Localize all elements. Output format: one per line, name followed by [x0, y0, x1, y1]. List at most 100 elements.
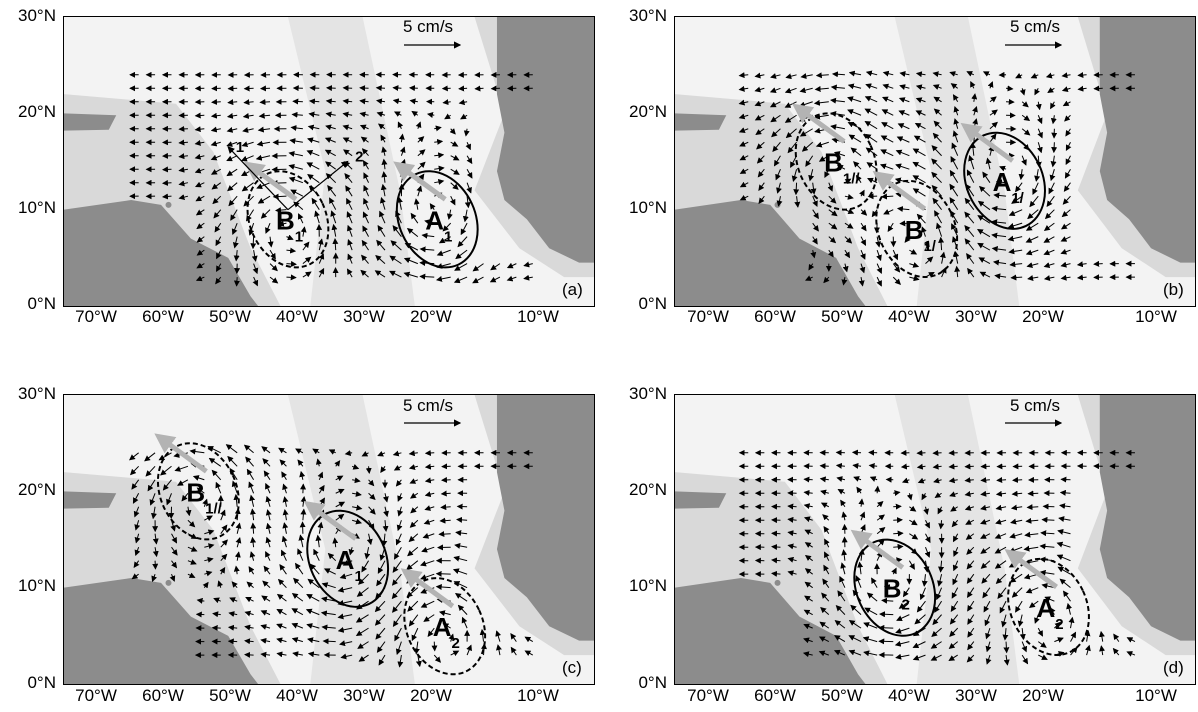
velocity-arrow: [1021, 654, 1029, 665]
velocity-arrow: [915, 71, 926, 78]
velocity-arrow: [415, 121, 422, 129]
velocity-arrow: [406, 560, 419, 571]
velocity-arrow: [934, 492, 942, 499]
velocity-arrow: [361, 254, 369, 264]
velocity-arrow: [754, 72, 765, 79]
velocity-arrow: [187, 559, 197, 565]
velocity-arrow: [134, 547, 141, 557]
velocity-arrow: [811, 236, 818, 245]
velocity-arrow: [966, 560, 975, 570]
land-south-america: [64, 200, 259, 306]
velocity-arrow: [450, 141, 459, 147]
transects: 12: [227, 139, 363, 211]
velocity-arrow: [978, 185, 991, 197]
eddy-motion-arrow: [872, 170, 927, 211]
velocity-arrow: [347, 253, 353, 264]
velocity-arrow: [397, 506, 404, 517]
velocity-arrow: [950, 600, 959, 612]
velocity-arrow: [458, 85, 468, 92]
velocity-arrow: [1060, 274, 1071, 281]
velocity-arrow: [210, 140, 221, 147]
velocity-arrow: [787, 556, 797, 563]
velocity-arrow: [231, 581, 238, 588]
velocity-arrow: [228, 611, 238, 617]
velocity-arrow: [1032, 182, 1039, 195]
velocity-arrow: [366, 533, 373, 546]
velocity-arrow: [808, 263, 815, 271]
velocity-arrow: [1066, 602, 1072, 615]
velocity-arrow: [265, 536, 272, 548]
velocity-arrow: [330, 210, 337, 224]
velocity-arrow: [980, 518, 991, 525]
velocity-arrow: [376, 641, 386, 653]
velocity-arrow: [1070, 631, 1077, 642]
ytick-d-30: 30°N: [629, 384, 667, 403]
velocity-arrow: [178, 180, 189, 187]
velocity-arrow: [462, 209, 469, 223]
velocity-arrow: [360, 136, 369, 143]
velocity-arrow: [187, 519, 196, 528]
velocity-arrow: [820, 606, 830, 616]
velocity-arrow: [874, 485, 881, 494]
velocity-arrow: [293, 577, 304, 589]
velocity-arrow: [813, 113, 829, 120]
velocity-arrow: [794, 196, 801, 208]
velocity-arrow: [949, 627, 959, 637]
velocity-arrow: [916, 463, 926, 470]
velocity-arrow: [314, 210, 320, 224]
velocity-arrow: [938, 520, 945, 530]
velocity-arrow: [980, 560, 991, 569]
velocity-arrow: [820, 502, 830, 509]
velocity-arrow: [893, 490, 901, 497]
velocity-arrow: [1060, 222, 1071, 230]
velocity-arrow: [423, 614, 435, 622]
velocity-arrow: [1057, 566, 1071, 575]
map-svg-b: B1//B1/A1/: [675, 17, 1195, 306]
velocity-arrow: [260, 610, 271, 616]
xtick-b-10: 10°W: [1135, 307, 1177, 326]
velocity-arrow: [506, 262, 517, 269]
velocity-arrow: [739, 141, 749, 147]
velocity-arrow: [275, 207, 287, 214]
velocity-arrow: [912, 175, 926, 184]
velocity-arrow: [864, 120, 878, 130]
velocity-arrow: [863, 650, 878, 657]
velocity-arrow: [360, 269, 369, 278]
velocity-arrow: [337, 613, 353, 620]
velocity-arrow: [1021, 128, 1031, 136]
velocity-arrow: [213, 209, 222, 219]
velocity-arrow: [981, 573, 991, 584]
velocity-arrow: [361, 451, 369, 457]
velocity-arrow: [340, 653, 353, 660]
velocity-arrow: [931, 145, 942, 157]
velocity-arrow: [325, 124, 336, 131]
velocity-arrow: [844, 178, 852, 185]
velocity-arrow: [1060, 236, 1071, 242]
velocity-arrow: [161, 193, 172, 200]
velocity-arrow: [952, 573, 959, 586]
velocity-arrow: [442, 99, 451, 106]
velocity-arrow: [757, 168, 765, 178]
velocity-arrow: [307, 637, 320, 644]
velocity-arrow: [856, 486, 863, 494]
velocity-arrow: [297, 548, 304, 561]
velocity-arrow: [1050, 115, 1057, 125]
velocity-arrow: [876, 263, 883, 275]
velocity-arrow: [1026, 262, 1039, 269]
velocity-arrow: [210, 126, 221, 133]
velocity-arrow: [803, 476, 813, 483]
velocity-arrow: [434, 125, 442, 132]
velocity-arrow: [442, 623, 451, 629]
velocity-arrow: [392, 600, 402, 613]
velocity-arrow: [787, 516, 797, 523]
velocity-arrow: [220, 509, 226, 521]
velocity-arrow: [204, 556, 214, 563]
velocity-arrow: [382, 493, 389, 503]
velocity-arrow: [948, 463, 958, 470]
velocity-arrow: [420, 560, 435, 567]
velocity-arrow: [1024, 531, 1039, 538]
velocity-arrow: [375, 85, 386, 92]
ytick-c-0: 0°N: [27, 673, 56, 692]
velocity-arrow: [966, 546, 975, 555]
panel-label-b: (b): [1163, 280, 1184, 299]
